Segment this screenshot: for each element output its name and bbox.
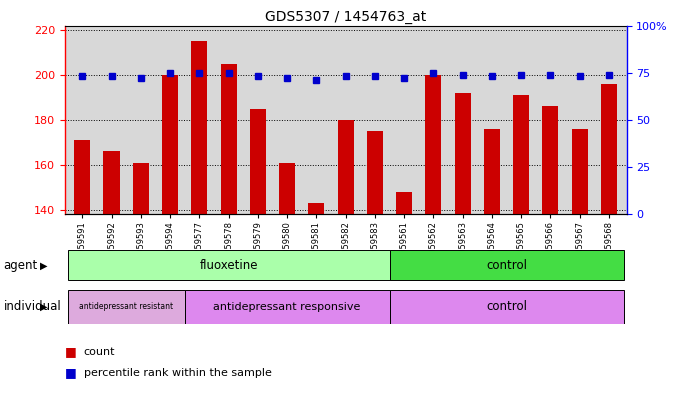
Bar	[426, 75, 441, 214]
Bar	[601, 84, 617, 214]
Text: ▶: ▶	[39, 260, 47, 270]
Bar	[279, 163, 295, 214]
Bar	[191, 41, 207, 214]
Text: antidepressant resistant: antidepressant resistant	[79, 302, 173, 311]
Bar	[308, 203, 324, 214]
Text: antidepressant responsive: antidepressant responsive	[213, 301, 361, 312]
Bar	[455, 93, 471, 214]
Bar	[162, 75, 178, 214]
Text: control: control	[486, 259, 527, 272]
Bar	[571, 129, 588, 214]
Text: fluoxetine: fluoxetine	[200, 259, 258, 272]
Bar	[338, 120, 353, 214]
Text: ■: ■	[65, 345, 76, 358]
Text: GDS5307 / 1454763_at: GDS5307 / 1454763_at	[265, 10, 426, 24]
Bar	[542, 107, 558, 214]
Bar	[513, 95, 529, 214]
Text: count: count	[84, 347, 115, 357]
Text: agent: agent	[3, 259, 37, 272]
Bar	[390, 290, 624, 323]
Bar	[367, 131, 383, 214]
Bar	[67, 290, 185, 323]
Bar	[67, 250, 390, 280]
Bar	[185, 290, 390, 323]
Text: percentile rank within the sample: percentile rank within the sample	[84, 367, 272, 378]
Bar	[396, 192, 412, 214]
Bar	[250, 108, 266, 214]
Bar	[484, 129, 500, 214]
Text: control: control	[486, 300, 527, 313]
Bar	[74, 140, 91, 214]
Bar	[133, 163, 149, 214]
Bar	[104, 151, 120, 214]
Bar	[221, 64, 236, 214]
Text: individual: individual	[3, 300, 61, 313]
Text: ▶: ▶	[39, 301, 47, 312]
Bar	[390, 250, 624, 280]
Text: ■: ■	[65, 366, 76, 379]
